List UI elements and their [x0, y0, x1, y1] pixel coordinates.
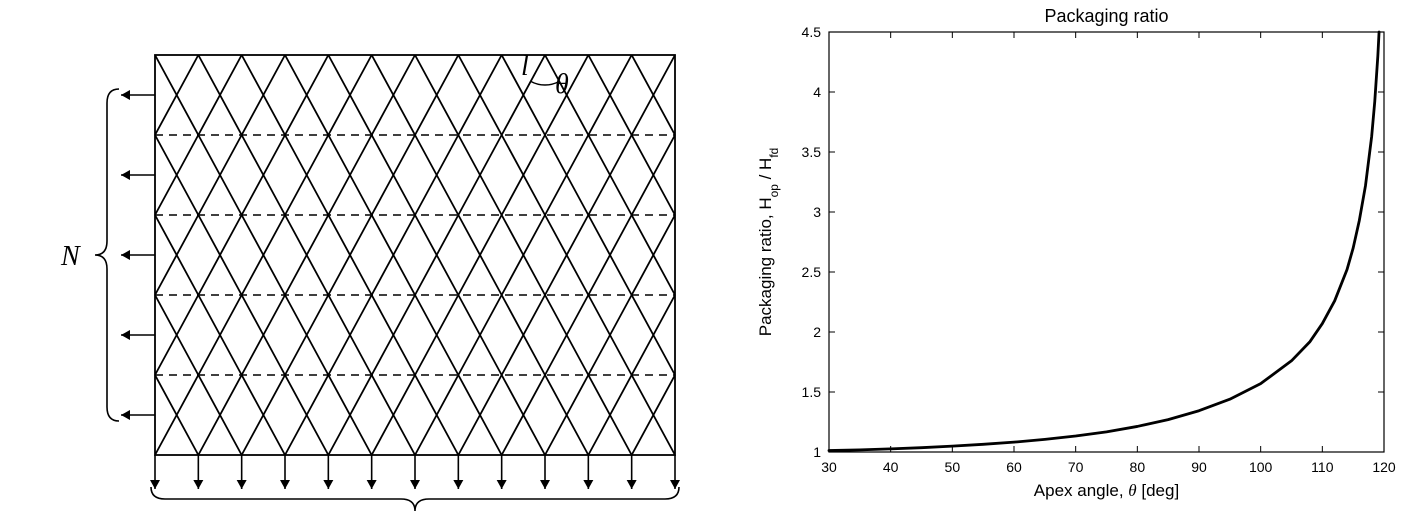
- ytick-label: 2: [813, 324, 821, 340]
- brace-N: [95, 89, 119, 421]
- arrow-down-head: [193, 480, 203, 489]
- chart-panel: 30 40 50 60 70 80 90 100 110 120 1 1.5 2 2.5 3 3.5 4 4.5 P…: [709, 0, 1419, 522]
- arrow-left-head: [121, 170, 130, 180]
- xtick-label: 40: [883, 459, 899, 475]
- arrow-down-head: [237, 480, 247, 489]
- brace-m: [151, 487, 679, 511]
- arrow-down-head: [280, 480, 290, 489]
- label-theta: θ: [555, 69, 569, 100]
- x-axis-label: Apex angle, θ [deg]: [1034, 481, 1179, 500]
- ytick-label: 3: [813, 204, 821, 220]
- arrow-down-head: [583, 480, 593, 489]
- arrow-down-head: [323, 480, 333, 489]
- label-m: m: [407, 513, 427, 522]
- label-N: N: [60, 241, 81, 272]
- arrow-down-head: [540, 480, 550, 489]
- label-l: l: [521, 51, 529, 82]
- xtick-label: 30: [821, 459, 837, 475]
- xtick-label: 60: [1006, 459, 1022, 475]
- xtick-label: 110: [1311, 459, 1334, 475]
- arrow-down-head: [367, 480, 377, 489]
- diagram-panel: lθ Nm: [0, 0, 709, 522]
- packaging-ratio-chart: 30 40 50 60 70 80 90 100 110 120 1 1.5 2 2.5 3 3.5 4 4.5 P…: [709, 0, 1419, 522]
- mesh-frame: [155, 55, 675, 455]
- arrow-down-head: [627, 480, 637, 489]
- chart-title: Packaging ratio: [1044, 6, 1168, 26]
- arrow-left-head: [121, 250, 130, 260]
- arrow-left-head: [121, 90, 130, 100]
- arrow-left-head: [121, 330, 130, 340]
- ytick-label: 2.5: [802, 264, 822, 280]
- ytick-label: 4: [813, 84, 821, 100]
- arrow-down-head: [410, 480, 420, 489]
- xtick-label: 100: [1249, 459, 1273, 475]
- y-axis-label: Packaging ratio, Hop / Hfd: [756, 148, 781, 337]
- xtick-label: 70: [1068, 459, 1084, 475]
- ytick-label: 1: [813, 444, 821, 460]
- xtick-label: 50: [945, 459, 961, 475]
- ytick-label: 3.5: [802, 144, 822, 160]
- arrow-down-head: [453, 480, 463, 489]
- arrow-left-head: [121, 410, 130, 420]
- xtick-label: 120: [1372, 459, 1396, 475]
- ytick-label: 1.5: [802, 384, 822, 400]
- triangular-mesh-svg: lθ Nm: [0, 0, 709, 522]
- xtick-label: 80: [1130, 459, 1146, 475]
- ytick-label: 4.5: [802, 24, 822, 40]
- xtick-label: 90: [1191, 459, 1207, 475]
- arrow-down-head: [497, 480, 507, 489]
- plot-box: [829, 32, 1384, 452]
